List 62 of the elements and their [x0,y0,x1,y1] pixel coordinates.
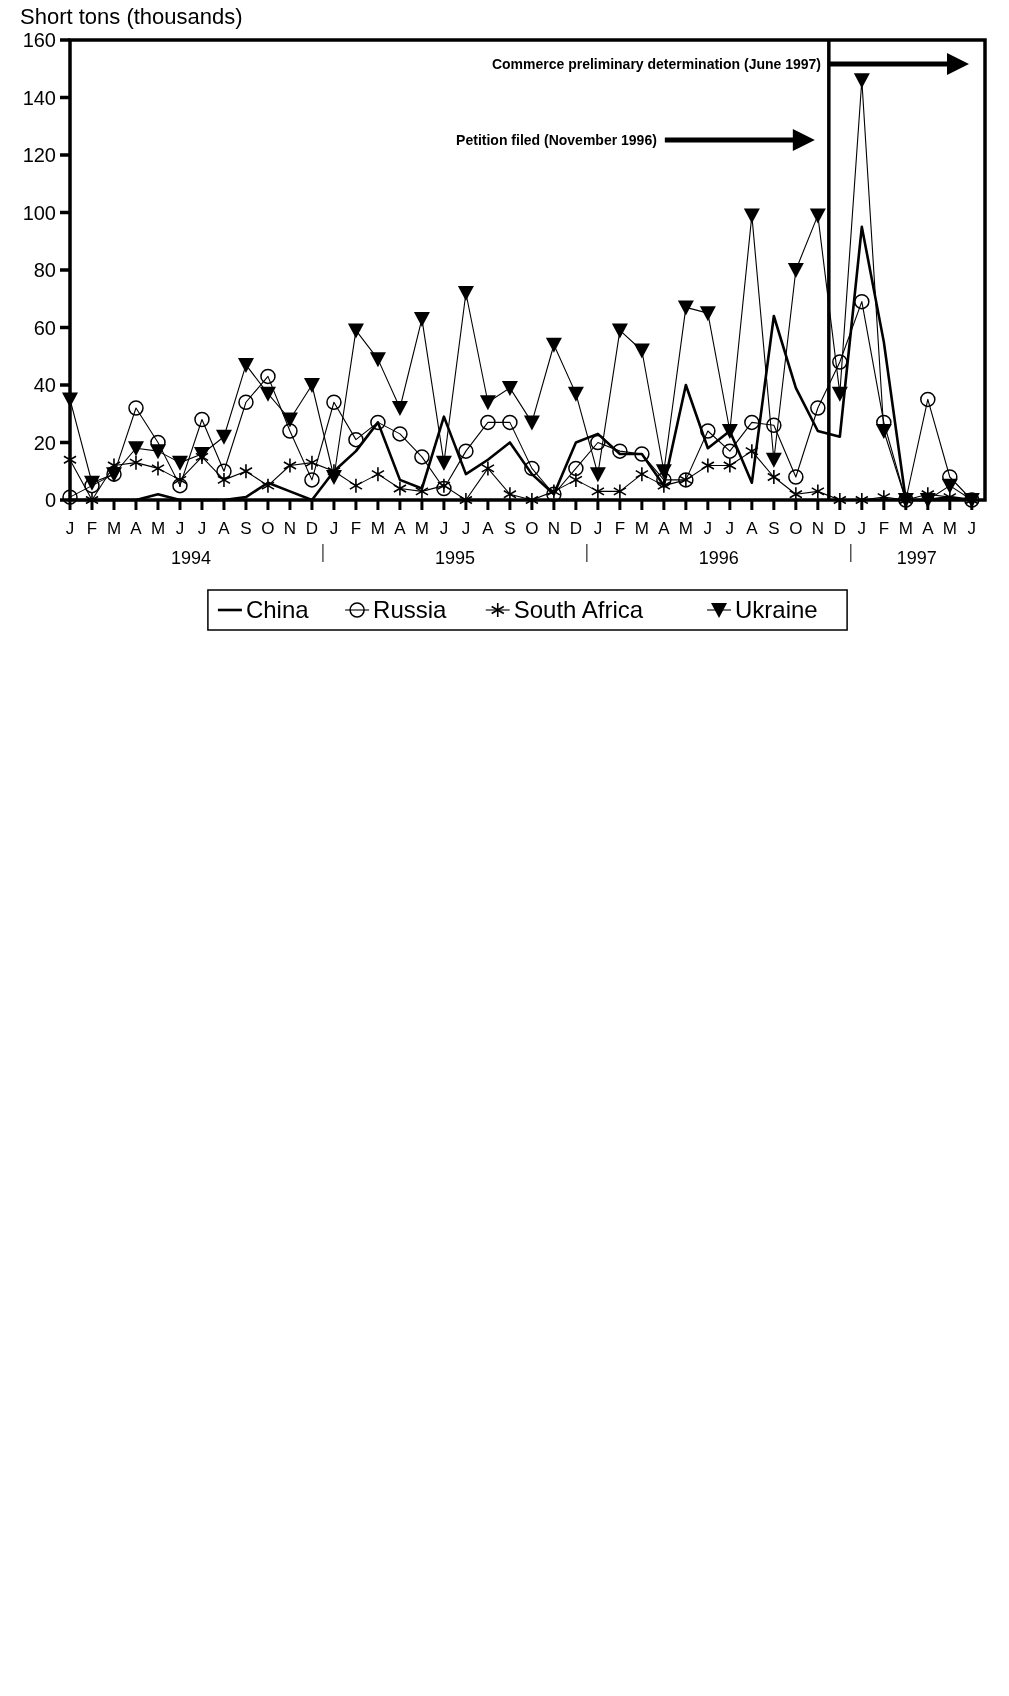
text: 1994 [170,548,211,568]
x-tick-label: A [922,519,935,538]
y-tick-label: 20 [33,431,56,454]
x-tick-label: A [218,519,231,538]
x-tick-label: F [878,519,890,538]
x-tick-label: M [370,519,386,538]
x-tick-label: O [789,519,803,538]
x-tick-label: A [394,519,407,538]
y-tick-label: 80 [33,259,56,281]
x-tick-label: J [197,519,207,538]
legend-label: South Africa [513,596,644,623]
x-tick-label: M [678,519,693,538]
x-tick-label: J [439,519,449,538]
y-axis-title: Short tons (thousands) [20,4,243,29]
y-tick-label: 40 [33,374,56,396]
text: 1996 [698,548,739,568]
legend-label: Russia [373,596,448,623]
y-tick-label: 0 [44,489,56,511]
x-tick-label: O [261,519,275,538]
x-tick-label: F [86,519,98,538]
x-tick-label: M [942,519,957,538]
x-tick-label: J [65,519,75,538]
x-tick-label: D [569,519,583,538]
text: 1995 [434,548,475,568]
x-tick-label: J [725,519,735,538]
y-tick-label: 100 [22,201,56,224]
x-tick-label: N [547,519,561,538]
x-tick-label: N [283,519,297,538]
annotation: Petition filed (November 1996) [456,131,657,148]
y-tick-label: 160 [22,29,56,51]
x-tick-label: J [857,519,867,538]
y-tick-label: 140 [22,86,56,109]
x-tick-label: J [461,519,471,538]
x-tick-label: F [614,519,626,538]
x-tick-label: J [329,519,339,538]
x-tick-label: M [634,519,649,538]
x-tick-label: J [703,519,713,538]
x-tick-label: M [150,519,166,538]
x-tick-label: F [350,519,362,538]
x-tick-label: J [967,519,977,538]
x-tick-label: A [658,519,671,538]
x-tick-label: M [106,519,122,538]
y-tick-label: 120 [22,144,56,166]
x-tick-label: S [240,519,252,538]
legend-label: China [245,596,310,623]
text: 1997 [896,548,937,568]
x-tick-label: D [833,519,846,538]
x-tick-label: A [130,519,143,538]
x-tick-label: N [811,519,824,538]
annotation: Commerce preliminary determination (June 1997) [491,55,821,72]
x-tick-label: M [414,519,430,538]
y-tick-label: 60 [33,316,56,339]
x-tick-label: A [482,519,495,538]
x-tick-label: J [593,519,603,538]
x-tick-label: M [898,519,913,538]
x-tick-label: O [525,519,539,538]
legend-label: Ukraine [735,596,818,623]
x-tick-label: J [175,519,185,538]
x-tick-label: A [746,519,759,538]
x-tick-label: D [305,519,319,538]
x-tick-label: S [504,519,516,538]
x-tick-label: S [768,519,780,538]
